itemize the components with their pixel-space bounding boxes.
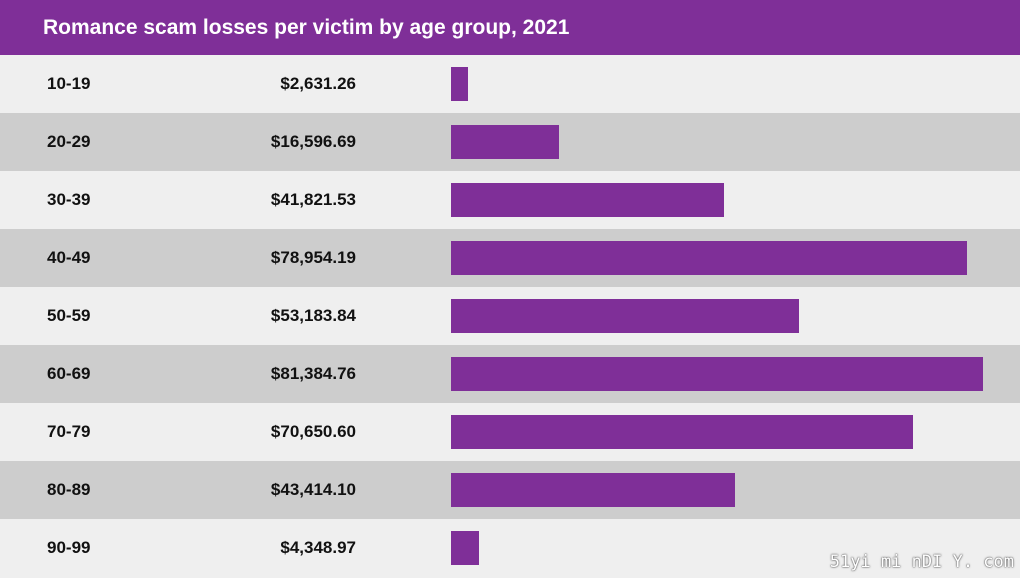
value-label: $2,631.26 xyxy=(280,74,356,93)
value-label: $70,650.60 xyxy=(270,422,356,441)
value-label: $43,414.10 xyxy=(270,480,356,499)
category-label: 80-89 xyxy=(47,480,91,499)
watermark: 51yi mi nDI Y. com xyxy=(829,552,1014,572)
chart-rows: 10-19 $2,631.26 20-29 $16,596.69 30-39 $41,82… xyxy=(0,55,1020,577)
category-label: 90-99 xyxy=(47,538,91,557)
value-label: $4,348.97 xyxy=(280,538,356,557)
table-row: 40-49 $78,954.19 xyxy=(0,229,1020,287)
category-label: 70-79 xyxy=(47,422,91,441)
bar xyxy=(451,415,913,449)
category-label: 40-49 xyxy=(47,248,91,267)
bar xyxy=(451,299,799,333)
category-label: 60-69 xyxy=(47,364,91,383)
table-row: 70-79 $70,650.60 xyxy=(0,403,1020,461)
table-row: 30-39 $41,821.53 xyxy=(0,171,1020,229)
value-label: $41,821.53 xyxy=(270,190,356,209)
value-label: $78,954.19 xyxy=(270,248,356,267)
value-label: $53,183.84 xyxy=(270,306,356,325)
category-label: 20-29 xyxy=(47,132,91,151)
category-label: 30-39 xyxy=(47,190,91,209)
chart-title: Romance scam losses per victim by age gr… xyxy=(43,16,570,39)
bar xyxy=(451,357,983,391)
value-label: $81,384.76 xyxy=(270,364,356,383)
chart-header: Romance scam losses per victim by age gr… xyxy=(0,0,1020,55)
table-row: 90-99 $4,348.97 xyxy=(0,519,1020,577)
table-row: 50-59 $53,183.84 xyxy=(0,287,1020,345)
bar xyxy=(451,241,967,275)
table-row: 60-69 $81,384.76 xyxy=(0,345,1020,403)
table-row: 10-19 $2,631.26 xyxy=(0,55,1020,113)
table-row: 80-89 $43,414.10 xyxy=(0,461,1020,519)
bar xyxy=(451,531,479,565)
bar xyxy=(451,67,468,101)
value-label: $16,596.69 xyxy=(270,132,356,151)
bar xyxy=(451,183,724,217)
bar xyxy=(451,125,559,159)
category-label: 50-59 xyxy=(47,306,91,325)
category-label: 10-19 xyxy=(47,74,91,93)
bar xyxy=(451,473,735,507)
table-row: 20-29 $16,596.69 xyxy=(0,113,1020,171)
